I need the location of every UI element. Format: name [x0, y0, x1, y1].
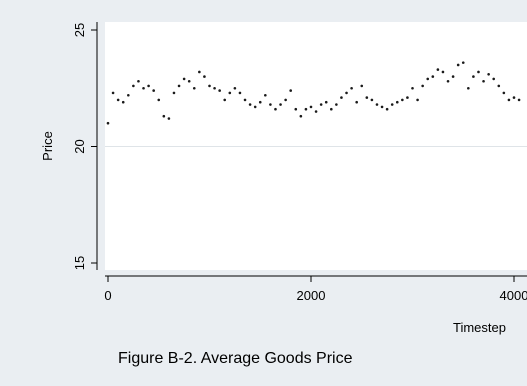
scatter-point [172, 91, 176, 95]
scatter-point [152, 89, 155, 92]
scatter-point [487, 72, 490, 76]
price-chart: 15 20 25 0 2000 4000 Price Timestep [40, 22, 527, 335]
scatter-point [111, 91, 115, 95]
scatter-point [370, 98, 374, 102]
scatter-point [177, 84, 181, 88]
scatter-point [279, 103, 282, 106]
scatter-point [512, 96, 516, 99]
scatter-point [380, 105, 384, 109]
scatter-point [157, 98, 161, 102]
scatter-point [198, 70, 201, 74]
scatter-point [451, 75, 455, 78]
scatter-point [411, 86, 414, 90]
scatter-point [142, 86, 145, 90]
scatter-point [467, 86, 470, 90]
scatter-point [228, 91, 232, 95]
scatter-point [517, 98, 521, 102]
scatter-point [355, 100, 358, 104]
scatter-point [507, 98, 511, 102]
scatter-point [406, 96, 409, 99]
scatter-point [208, 84, 211, 88]
scatter-point [213, 86, 216, 90]
scatter-point [319, 103, 323, 106]
scatter-point [116, 98, 120, 102]
scatter-point [502, 91, 506, 95]
scatter-point [385, 107, 389, 111]
scatter-point [426, 77, 430, 81]
y-tick-label: 25 [72, 23, 87, 37]
scatter-point [258, 100, 262, 104]
scatter-point [441, 70, 445, 74]
y-axis-title: Price [40, 131, 55, 161]
scatter-point [192, 86, 196, 90]
scatter-point [147, 84, 150, 88]
scatter-point [360, 84, 364, 88]
scatter-point [446, 79, 450, 83]
scatter-point [335, 103, 338, 106]
x-axis-ticks: 0 2000 4000 [104, 276, 527, 303]
scatter-point [299, 114, 303, 118]
scatter-point [436, 68, 440, 71]
scatter-point [304, 107, 308, 111]
x-axis-title: Timestep [453, 320, 506, 335]
scatter-point [269, 103, 272, 106]
scatter-point [477, 70, 480, 74]
scatter-point [314, 110, 318, 113]
scatter-point [223, 98, 227, 102]
scatter-points [106, 61, 521, 125]
scatter-point [330, 107, 333, 111]
scatter-point [203, 75, 206, 78]
scatter-point [421, 84, 424, 88]
scatter-point [431, 75, 435, 78]
scatter-point [182, 77, 186, 81]
scatter-point [416, 98, 419, 102]
scatter-point [233, 86, 237, 90]
scatter-point [340, 96, 343, 99]
x-tick-label: 4000 [500, 288, 527, 303]
scatter-point [375, 103, 379, 106]
scatter-point [248, 103, 252, 106]
scatter-point [167, 117, 171, 120]
scatter-point [289, 89, 293, 92]
scatter-point [497, 84, 501, 88]
scatter-point [238, 91, 242, 95]
y-tick-label: 20 [72, 139, 87, 153]
scatter-point [345, 91, 348, 95]
scatter-point [106, 121, 110, 125]
scatter-point [137, 79, 140, 83]
scatter-point [401, 98, 404, 102]
scatter-point [492, 77, 496, 81]
scatter-point [294, 107, 298, 111]
scatter-point [324, 100, 328, 104]
scatter-point [350, 86, 353, 90]
scatter-point [472, 75, 475, 78]
scatter-point [264, 93, 267, 97]
scatter-point [482, 79, 485, 83]
scatter-point [243, 98, 247, 102]
x-tick-label: 0 [104, 288, 111, 303]
scatter-point [274, 107, 277, 111]
scatter-point [132, 84, 135, 88]
scatter-point [309, 105, 313, 109]
scatter-point [395, 100, 399, 104]
scatter-point [127, 93, 130, 97]
scatter-point [121, 100, 125, 104]
y-tick-label: 15 [72, 256, 87, 270]
figure-caption: Figure B-2. Average Goods Price [118, 350, 353, 367]
x-tick-label: 2000 [297, 288, 326, 303]
scatter-point [365, 96, 369, 99]
y-axis-ticks: 15 20 25 [72, 23, 97, 270]
scatter-point [390, 103, 394, 106]
scatter-point [456, 63, 460, 67]
scatter-point [218, 89, 221, 92]
scatter-point [162, 114, 166, 118]
scatter-point [461, 61, 465, 64]
scatter-point [253, 105, 257, 109]
scatter-point [187, 79, 191, 83]
scatter-point [284, 98, 287, 102]
